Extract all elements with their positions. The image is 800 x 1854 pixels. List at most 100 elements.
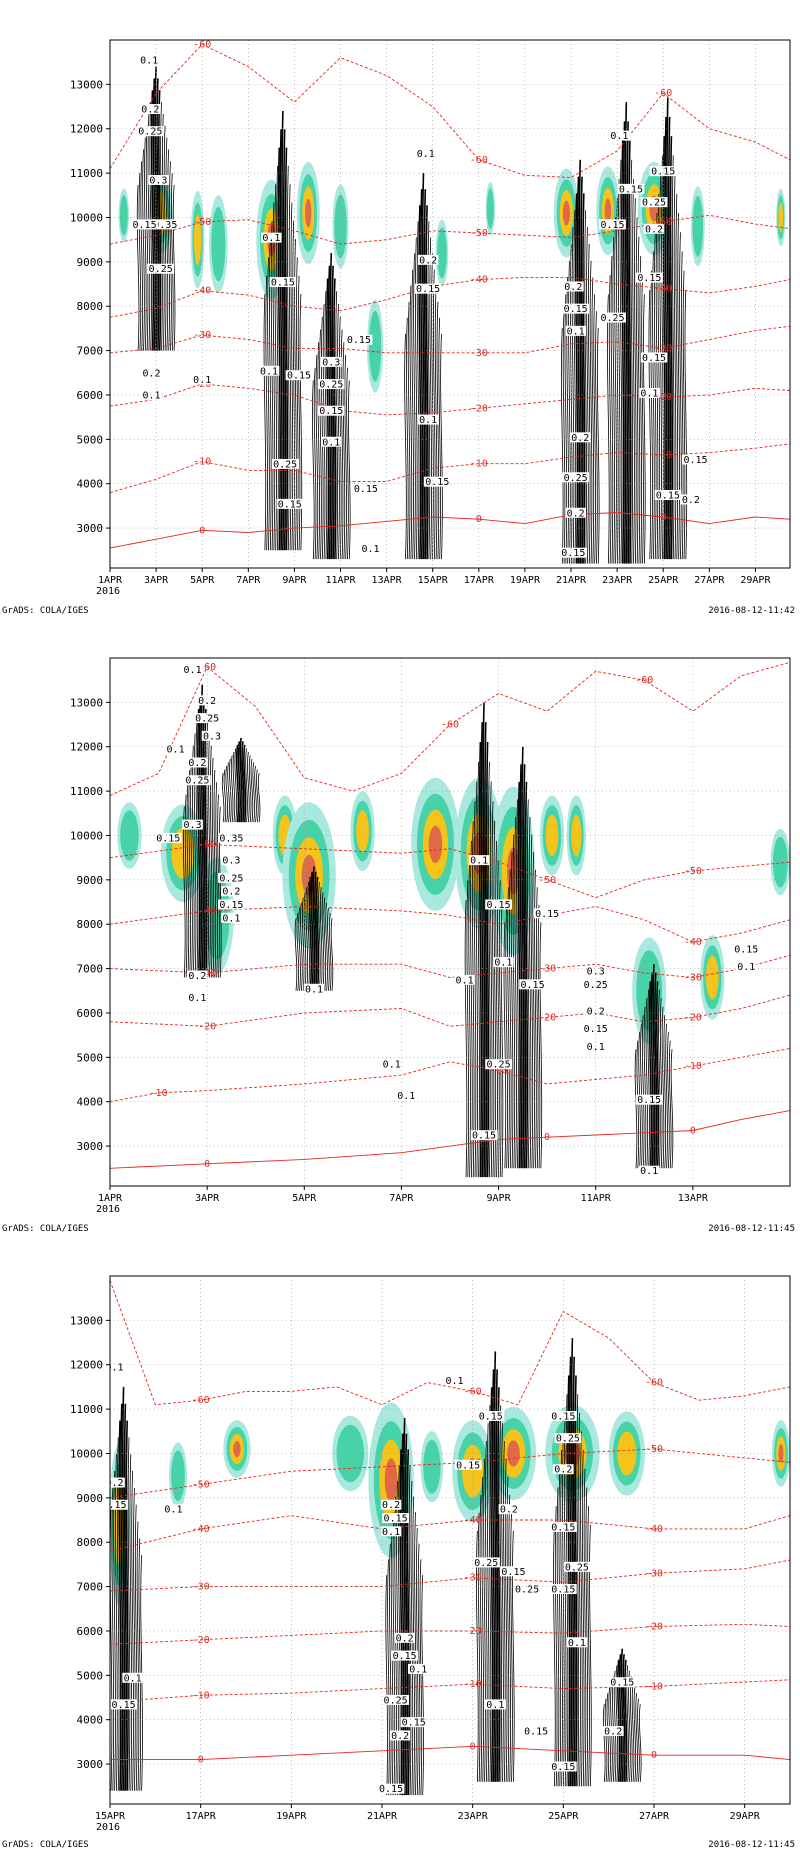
- x-tick-label: 17APR: [464, 575, 495, 586]
- value-label: 0.15: [683, 455, 707, 466]
- value-label: 0.15: [102, 1500, 126, 1511]
- value-label: 0.15: [637, 1095, 661, 1106]
- value-label: 0.1: [167, 745, 185, 756]
- value-label: 0.15: [472, 1131, 496, 1142]
- cloud-blob-10-level-2: [571, 814, 582, 857]
- isotherm-label: 0: [199, 525, 205, 536]
- x-tick-label: 3APR: [144, 575, 169, 586]
- cloud-blob-7-level-3: [507, 1440, 520, 1467]
- y-tick-label: 6000: [77, 1625, 104, 1638]
- value-label-bg: [148, 174, 169, 185]
- value-label: 0.25: [195, 714, 219, 725]
- value-label: 0.15: [524, 1727, 548, 1738]
- value-label: 0.3: [222, 856, 240, 867]
- value-label: 0.1: [222, 913, 240, 924]
- value-label-bg: [221, 886, 242, 897]
- value-label: 0.2: [500, 1505, 518, 1516]
- value-label-bg: [382, 1513, 409, 1524]
- isotherm-label: 0: [470, 1741, 476, 1752]
- value-label: 0.25: [185, 776, 209, 787]
- footer-timestamp-2: 2016-08-12-11:45: [708, 1224, 795, 1234]
- value-label: 0.1: [140, 56, 158, 67]
- value-label: 0.1: [610, 131, 628, 142]
- value-label: 0.25: [487, 1060, 511, 1071]
- value-label: 0.25: [219, 873, 243, 884]
- value-label: 0.25: [384, 1695, 408, 1706]
- cloud-blob-8-level-1: [437, 227, 447, 279]
- x-tick-label: 23APR: [458, 1811, 489, 1822]
- value-label: 0.15: [521, 980, 545, 991]
- x-tick-label: 19APR: [276, 1811, 307, 1822]
- value-label-bg: [569, 432, 591, 443]
- value-label: 0.2: [382, 1500, 400, 1511]
- cloud-blob-11-level-3: [604, 198, 612, 224]
- x-tick-label: 21APR: [367, 1811, 398, 1822]
- value-label-bg: [554, 1433, 582, 1444]
- isotherm-label: 0: [544, 1132, 550, 1143]
- value-label-bg: [122, 1672, 143, 1683]
- value-label-bg: [377, 1783, 405, 1794]
- isotherm-label: -10: [150, 1088, 168, 1099]
- value-label: 0.15: [600, 220, 624, 231]
- value-label-bg: [187, 992, 208, 1003]
- cloud-blob-0-level-1: [119, 195, 128, 236]
- value-label: 0.15: [551, 1585, 575, 1596]
- isotherm-minus50: [110, 1448, 790, 1499]
- isotherm-label: -30: [645, 1568, 663, 1579]
- value-label: 0.15: [610, 1678, 634, 1689]
- value-label: 0.15: [271, 278, 295, 289]
- isotherm-label: -60: [198, 662, 216, 673]
- value-label-bg: [317, 379, 345, 390]
- value-label-bg: [582, 979, 610, 990]
- value-label-bg: [182, 664, 203, 675]
- cloud-blob-5-level-1: [423, 1439, 441, 1494]
- isotherm-minus10: [110, 1679, 790, 1703]
- value-label: 0.3: [322, 357, 340, 368]
- value-label-bg: [165, 744, 186, 755]
- value-label-bg: [320, 436, 342, 447]
- y-tick-label: 5000: [77, 1051, 104, 1064]
- value-label-bg: [136, 126, 164, 137]
- grid: [109, 1276, 790, 1804]
- value-label-bg: [417, 254, 439, 265]
- value-label: 0.1: [262, 233, 280, 244]
- x-tick-label: 15APR: [95, 1811, 126, 1822]
- value-label: 0.1: [164, 1505, 182, 1516]
- plot-frame: [109, 1275, 791, 1805]
- value-label-bg: [395, 1090, 417, 1101]
- plot-frame: [109, 657, 791, 1187]
- value-label: 0.1: [322, 437, 340, 448]
- value-label: 0.25: [564, 473, 588, 484]
- isotherm-label: -60: [193, 39, 211, 50]
- value-label-bg: [138, 55, 160, 66]
- isotherm-label: -10: [193, 457, 211, 468]
- value-label-bg: [599, 219, 626, 230]
- value-label: 0.2: [564, 282, 582, 293]
- y-tick-label: 12000: [70, 741, 103, 754]
- x-tick-label: 7APR: [236, 575, 261, 586]
- cloud-blob-2-level-2: [193, 214, 202, 266]
- value-label: 0.35: [219, 833, 243, 844]
- value-label: 0.1: [640, 388, 658, 399]
- value-label-bg: [640, 352, 668, 363]
- chart-panel-2: 000-10-10-10-20-20-20-30-30-30-40-40-40-…: [0, 618, 800, 1236]
- value-label: 0.35: [153, 220, 177, 231]
- value-label-bg: [522, 1726, 550, 1737]
- isotherm-0: [110, 1110, 790, 1169]
- x-tick-label: 23APR: [602, 575, 633, 586]
- x-tick-label: 13APR: [678, 1193, 709, 1204]
- value-label: 0.15: [564, 304, 588, 315]
- value-label: 0.1: [446, 1376, 464, 1387]
- footer-credit-3: GrADS: COLA/IGES: [2, 1840, 89, 1850]
- isotherm-label: -50: [192, 1480, 210, 1491]
- value-label-bg: [360, 543, 381, 554]
- isotherm-label: -40: [193, 286, 211, 297]
- chart-panel-1: 000-10-10-10-20-20-20-30-30-30-40-40-40-…: [0, 0, 800, 618]
- value-label-bg: [141, 367, 162, 378]
- y-tick-label: 12000: [70, 1359, 103, 1372]
- value-label: 0.2: [682, 495, 700, 506]
- isotherm-minus40: [110, 906, 790, 943]
- value-label: 0.1: [383, 1060, 401, 1071]
- value-label: 0.25: [642, 198, 666, 209]
- isotherm-minus20: [110, 383, 790, 416]
